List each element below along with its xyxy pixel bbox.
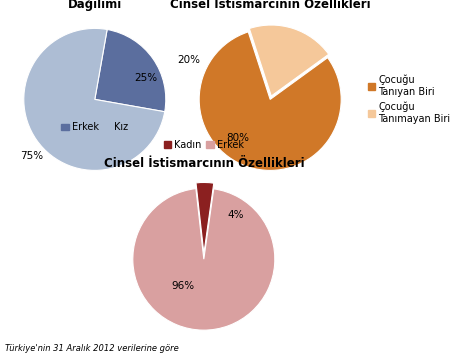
Title: Cinsel İstismara Uğrayan
Çocukların Cinsiyete Göre
Dağılımı: Cinsel İstismara Uğrayan Çocukların Cins… bbox=[9, 0, 181, 11]
Text: 75%: 75% bbox=[20, 151, 44, 161]
Legend: Erkek, Kız: Erkek, Kız bbox=[57, 119, 132, 136]
Text: 20%: 20% bbox=[177, 55, 200, 65]
Wedge shape bbox=[199, 32, 341, 170]
Wedge shape bbox=[95, 29, 166, 112]
Wedge shape bbox=[133, 189, 275, 330]
Text: 96%: 96% bbox=[171, 281, 194, 291]
Legend: Çocuğu
Tanıyan Biri, Çocuğu
Tanımayan Biri: Çocuğu Tanıyan Biri, Çocuğu Tanımayan Bi… bbox=[364, 71, 455, 128]
Wedge shape bbox=[196, 182, 214, 253]
Title: Cinsel İstismarcının Özellikleri: Cinsel İstismarcının Özellikleri bbox=[170, 0, 371, 11]
Title: Cinsel İstismarcının Özellikleri: Cinsel İstismarcının Özellikleri bbox=[103, 157, 304, 170]
Text: 4%: 4% bbox=[228, 210, 244, 220]
Wedge shape bbox=[249, 25, 328, 96]
Legend: Kadın, Erkek: Kadın, Erkek bbox=[160, 136, 248, 154]
Text: 80%: 80% bbox=[227, 133, 250, 143]
Wedge shape bbox=[24, 28, 165, 170]
Text: Türkiye'nin 31 Aralık 2012 verilerine göre: Türkiye'nin 31 Aralık 2012 verilerine gö… bbox=[5, 344, 179, 353]
Text: 25%: 25% bbox=[134, 73, 157, 83]
